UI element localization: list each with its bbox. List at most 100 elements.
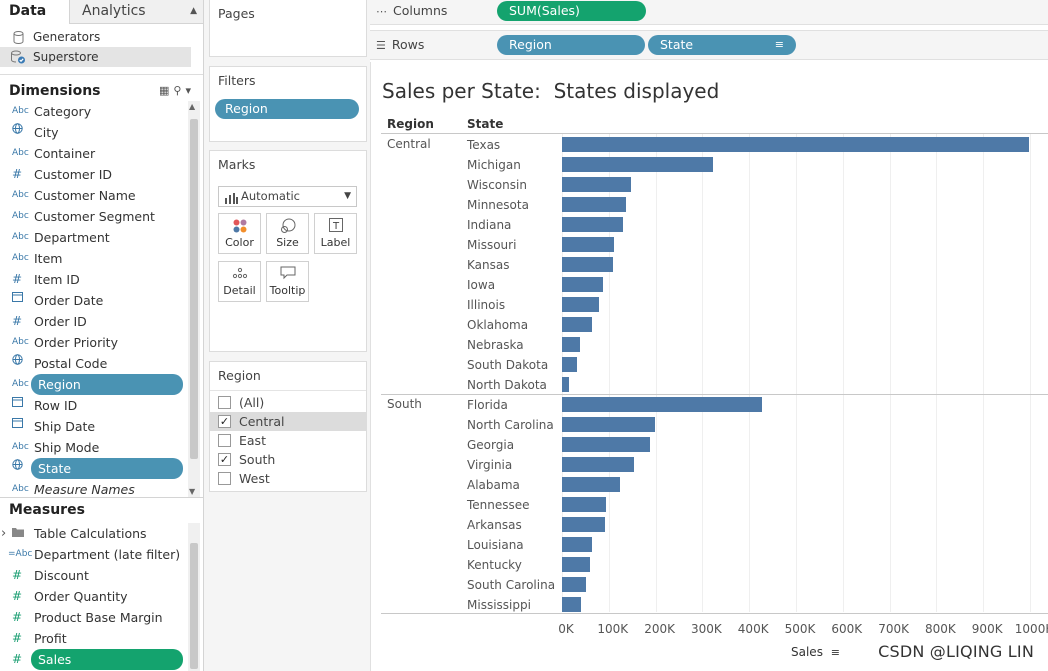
x-axis-title[interactable]: Sales ≡	[791, 645, 840, 659]
dimension-field-customer-name[interactable]: Abc Customer Name	[0, 185, 187, 206]
dimension-field-item[interactable]: Abc Item	[0, 248, 187, 269]
bar-iowa[interactable]	[562, 277, 604, 292]
region-header-label[interactable]: South	[387, 397, 422, 411]
bar-north-carolina[interactable]	[562, 417, 656, 432]
bar-indiana[interactable]	[562, 217, 624, 232]
state-header-label[interactable]: South Carolina	[467, 578, 556, 592]
measure-field-sales[interactable]: # Sales	[12, 649, 183, 670]
measure-field-product-base-margin[interactable]: # Product Base Margin	[0, 607, 187, 628]
state-header-label[interactable]: Alabama	[467, 478, 520, 492]
dimension-field-ship-date[interactable]: Ship Date	[0, 416, 187, 437]
bar-michigan[interactable]	[562, 157, 714, 172]
dimension-field-ship-mode[interactable]: Abc Ship Mode	[0, 437, 187, 458]
marks-detail-button[interactable]: Detail	[218, 261, 261, 302]
dimension-field-item-id[interactable]: # Item ID	[0, 269, 187, 290]
dimension-field-measure-names[interactable]: Abc Measure Names	[0, 479, 187, 500]
search-icon[interactable]: ⚲	[173, 84, 186, 97]
filter-pill-region[interactable]: Region	[215, 99, 359, 119]
chevron-right-icon[interactable]: ›	[1, 526, 7, 541]
dimension-field-postal-code[interactable]: Postal Code	[0, 353, 187, 374]
bar-minnesota[interactable]	[562, 197, 627, 212]
pages-card[interactable]: Pages	[209, 0, 367, 57]
state-header-label[interactable]: Kansas	[467, 258, 510, 272]
state-header-label[interactable]: Michigan	[467, 158, 521, 172]
state-header-label[interactable]: Indiana	[467, 218, 512, 232]
measure-field-table-calculations[interactable]: › Table Calculations	[0, 523, 187, 544]
state-header-label[interactable]: Virginia	[467, 458, 513, 472]
dimension-field-order-date[interactable]: Order Date	[0, 290, 187, 311]
bar-kentucky[interactable]	[562, 557, 591, 572]
dimension-field-department[interactable]: Abc Department	[0, 227, 187, 248]
checkbox-checked[interactable]: ✓	[218, 453, 231, 466]
region-header-label[interactable]: Central	[387, 137, 431, 151]
bar-missouri[interactable]	[562, 237, 614, 252]
datasource-generators[interactable]: Generators	[0, 27, 203, 47]
marks-size-button[interactable]: Size	[266, 213, 309, 254]
filters-card[interactable]: Filters Region	[209, 66, 367, 142]
state-header-label[interactable]: Missouri	[467, 238, 517, 252]
bar-nebraska[interactable]	[562, 337, 580, 352]
state-header-label[interactable]: Wisconsin	[467, 178, 527, 192]
quick-filter-item-south[interactable]: ✓ South	[210, 450, 366, 469]
state-header-label[interactable]: North Dakota	[467, 378, 547, 392]
bar-south-carolina[interactable]	[562, 577, 586, 592]
bar-tennessee[interactable]	[562, 497, 607, 512]
bar-kansas[interactable]	[562, 257, 613, 272]
measure-field-department-late-filter[interactable]: =Abc Department (late filter)	[0, 544, 187, 565]
state-header-label[interactable]: South Dakota	[467, 358, 549, 372]
bar-south-dakota[interactable]	[562, 357, 577, 372]
scroll-down-icon[interactable]: ▼	[189, 487, 196, 496]
dimensions-scrollbar[interactable]: ▲ ▼	[188, 101, 200, 497]
dimension-field-customer-segment[interactable]: Abc Customer Segment	[0, 206, 187, 227]
state-header-label[interactable]: Nebraska	[467, 338, 524, 352]
dimension-field-city[interactable]: City	[0, 122, 187, 143]
state-header-label[interactable]: Arkansas	[467, 518, 522, 532]
state-header-label[interactable]: Iowa	[467, 278, 496, 292]
bar-louisiana[interactable]	[562, 537, 592, 552]
chevron-down-icon[interactable]: ▾	[185, 84, 195, 97]
dimension-field-row-id[interactable]: Row ID	[0, 395, 187, 416]
state-header-label[interactable]: Georgia	[467, 438, 515, 452]
bar-georgia[interactable]	[562, 437, 650, 452]
state-header-label[interactable]: Tennessee	[467, 498, 530, 512]
scroll-up-icon[interactable]: ▲	[189, 102, 196, 111]
bar-mississippi[interactable]	[562, 597, 581, 612]
state-header-label[interactable]: Minnesota	[467, 198, 529, 212]
checkbox-unchecked[interactable]	[218, 434, 231, 447]
state-header-label[interactable]: Oklahoma	[467, 318, 529, 332]
rows-shelf[interactable]: ☰ Rows Region State ≡	[370, 30, 1048, 60]
state-header-label[interactable]: Florida	[467, 398, 508, 412]
dimension-field-container[interactable]: Abc Container	[0, 143, 187, 164]
state-header-label[interactable]: Texas	[467, 138, 501, 152]
dimension-field-state[interactable]: State	[12, 458, 183, 479]
rows-pill-state[interactable]: State ≡	[648, 35, 796, 55]
scroll-thumb[interactable]	[190, 543, 198, 669]
scroll-thumb[interactable]	[190, 119, 198, 459]
bar-alabama[interactable]	[562, 477, 620, 492]
state-header-label[interactable]: Kentucky	[467, 558, 522, 572]
tab-scroll-icon[interactable]: ▲	[190, 6, 197, 16]
bar-arkansas[interactable]	[562, 517, 606, 532]
tab-analytics[interactable]: Analytics ▲	[70, 0, 203, 24]
columns-shelf[interactable]: ⋯ Columns SUM(Sales)	[370, 0, 1048, 25]
measures-scrollbar[interactable]	[188, 523, 200, 671]
dimension-field-customer-id[interactable]: # Customer ID	[0, 164, 187, 185]
mark-type-dropdown[interactable]: Automatic ▼	[218, 186, 357, 207]
bar-wisconsin[interactable]	[562, 177, 632, 192]
datasource-superstore[interactable]: Superstore	[0, 47, 191, 67]
state-header-label[interactable]: Illinois	[467, 298, 506, 312]
dimension-field-order-id[interactable]: # Order ID	[0, 311, 187, 332]
dimension-field-order-priority[interactable]: Abc Order Priority	[0, 332, 187, 353]
quick-filter-item-west[interactable]: West	[210, 469, 366, 488]
sort-icon[interactable]: ≡	[830, 646, 840, 659]
state-header-label[interactable]: North Carolina	[467, 418, 554, 432]
dimension-field-region[interactable]: Abc Region	[12, 374, 183, 395]
bar-virginia[interactable]	[562, 457, 635, 472]
bar-north-dakota[interactable]	[562, 377, 570, 392]
quick-filter-item-central[interactable]: ✓ Central	[210, 412, 366, 431]
columns-pill-sum-sales[interactable]: SUM(Sales)	[497, 1, 646, 21]
marks-label-button[interactable]: T Label	[314, 213, 357, 254]
state-header-label[interactable]: Mississippi	[467, 598, 531, 612]
measure-field-discount[interactable]: # Discount	[0, 565, 187, 586]
marks-tooltip-button[interactable]: Tooltip	[266, 261, 309, 302]
